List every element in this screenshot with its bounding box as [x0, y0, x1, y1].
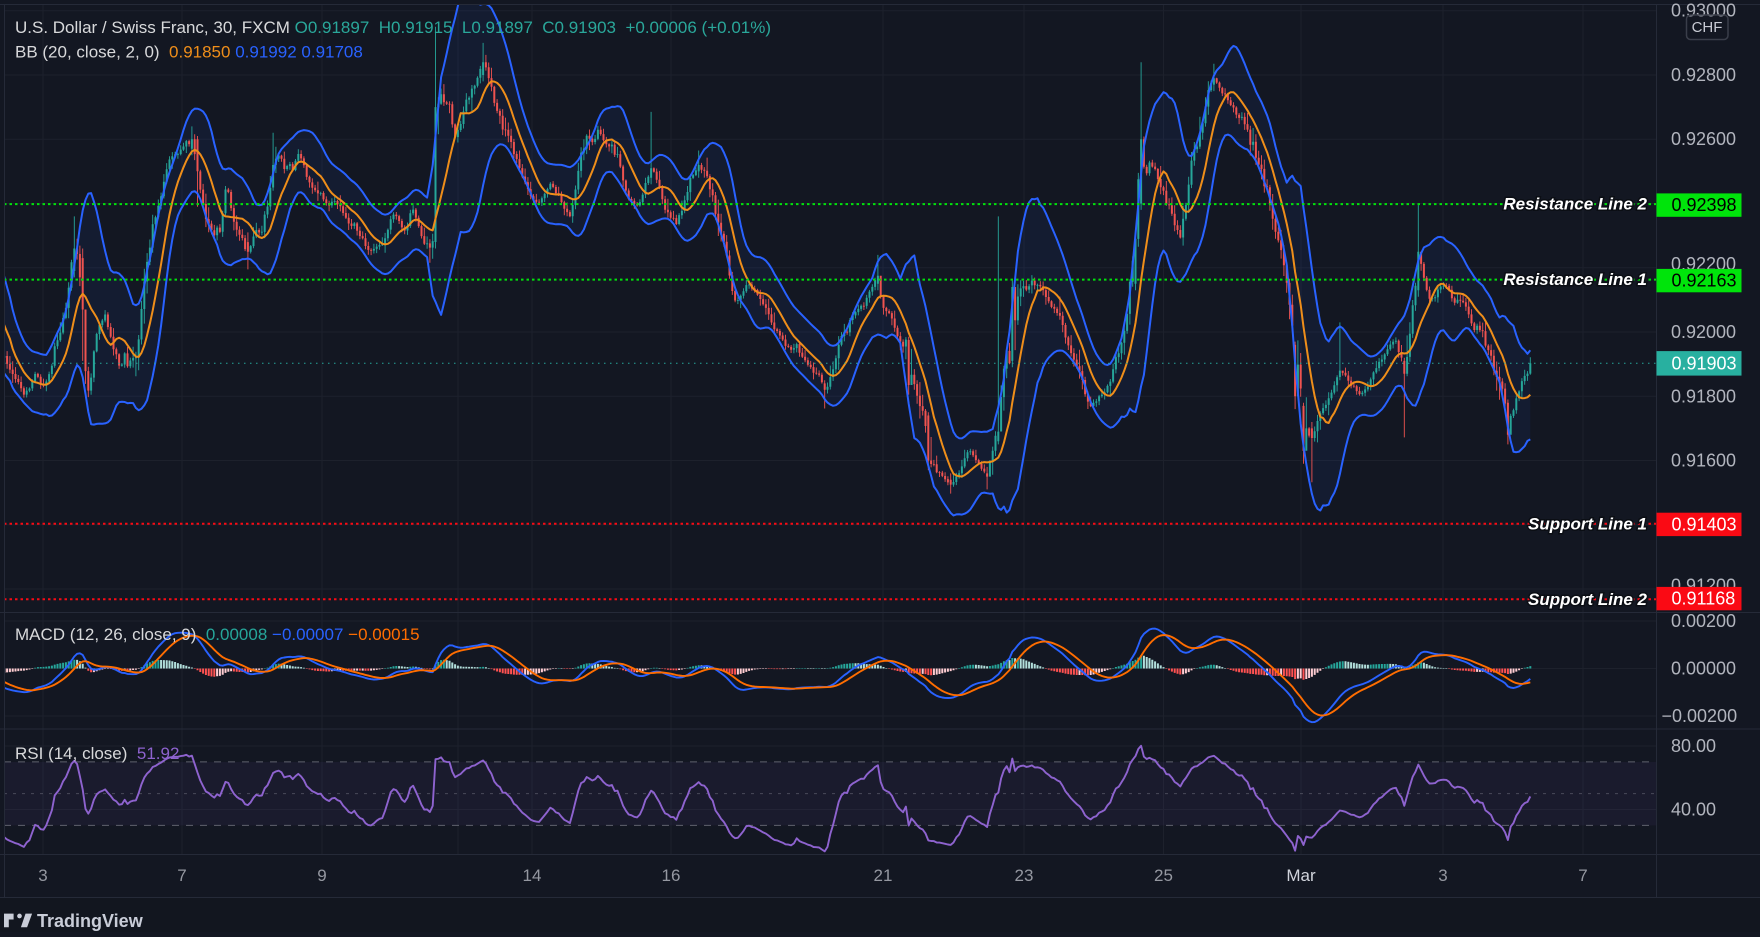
svg-text:U.S. Dollar / Swiss Franc, 30,: U.S. Dollar / Swiss Franc, 30, FXCM O0.9… — [15, 18, 771, 37]
svg-text:0.00000: 0.00000 — [1671, 659, 1736, 679]
svg-text:21: 21 — [874, 866, 893, 885]
svg-text:3: 3 — [1438, 866, 1447, 885]
svg-text:25: 25 — [1154, 866, 1173, 885]
svg-text:80.00: 80.00 — [1671, 736, 1716, 756]
svg-text:MACD (12, 26, close, 9) 0.000: MACD (12, 26, close, 9) 0.00008 −0.00007… — [15, 625, 420, 644]
svg-text:23: 23 — [1015, 866, 1034, 885]
svg-text:3: 3 — [38, 866, 47, 885]
svg-text:0.92600: 0.92600 — [1671, 129, 1736, 149]
svg-text:0.93000: 0.93000 — [1671, 1, 1736, 21]
svg-text:Support Line 2: Support Line 2 — [1528, 590, 1648, 609]
svg-text:−0.00200: −0.00200 — [1662, 706, 1738, 726]
svg-text:14: 14 — [523, 866, 542, 885]
svg-text:0.91403: 0.91403 — [1672, 514, 1737, 534]
svg-text:7: 7 — [177, 866, 186, 885]
svg-text:0.91903: 0.91903 — [1672, 353, 1737, 373]
svg-text:16: 16 — [662, 866, 681, 885]
svg-text:9: 9 — [317, 866, 326, 885]
svg-text:Mar: Mar — [1286, 866, 1316, 885]
svg-text:RSI (14, close) 51.92: RSI (14, close) 51.92 — [15, 744, 179, 763]
svg-text:Resistance Line 1: Resistance Line 1 — [1503, 270, 1647, 289]
svg-text:0.91600: 0.91600 — [1671, 451, 1736, 471]
svg-text:TradingView: TradingView — [37, 911, 144, 931]
svg-text:40.00: 40.00 — [1671, 800, 1716, 820]
svg-text:0.91168: 0.91168 — [1672, 589, 1736, 609]
svg-text:0.92800: 0.92800 — [1671, 65, 1736, 85]
svg-text:Support Line 1: Support Line 1 — [1528, 514, 1647, 533]
svg-text:7: 7 — [1578, 866, 1587, 885]
svg-text:0.91800: 0.91800 — [1671, 386, 1736, 406]
svg-text:Resistance Line 2: Resistance Line 2 — [1503, 195, 1647, 214]
svg-text:0.00200: 0.00200 — [1671, 611, 1736, 631]
svg-text:BB (20, close, 2, 0) 0.91850: BB (20, close, 2, 0) 0.91850 0.91992 0.9… — [15, 42, 363, 61]
svg-text:0.92398: 0.92398 — [1672, 195, 1737, 215]
svg-text:0.92000: 0.92000 — [1671, 322, 1736, 342]
svg-text:0.92163: 0.92163 — [1672, 271, 1737, 291]
svg-text:CHF: CHF — [1692, 19, 1723, 36]
